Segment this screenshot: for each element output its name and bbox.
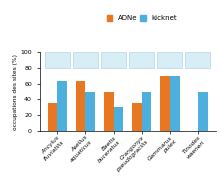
Bar — [114, 107, 123, 131]
Bar — [160, 76, 170, 131]
FancyBboxPatch shape — [73, 52, 98, 68]
Bar — [57, 81, 67, 131]
FancyBboxPatch shape — [45, 52, 70, 68]
Legend: ADNe, kicknet: ADNe, kicknet — [104, 13, 180, 24]
Bar — [76, 81, 86, 131]
FancyBboxPatch shape — [101, 52, 126, 68]
Bar — [198, 92, 208, 131]
FancyBboxPatch shape — [157, 52, 182, 68]
Bar — [86, 92, 95, 131]
Bar — [104, 92, 114, 131]
Bar — [132, 103, 142, 131]
Bar — [170, 76, 180, 131]
Bar — [48, 103, 57, 131]
Y-axis label: occupations des sites (%): occupations des sites (%) — [13, 54, 18, 130]
Bar — [142, 92, 151, 131]
FancyBboxPatch shape — [129, 52, 154, 68]
FancyBboxPatch shape — [185, 52, 210, 68]
